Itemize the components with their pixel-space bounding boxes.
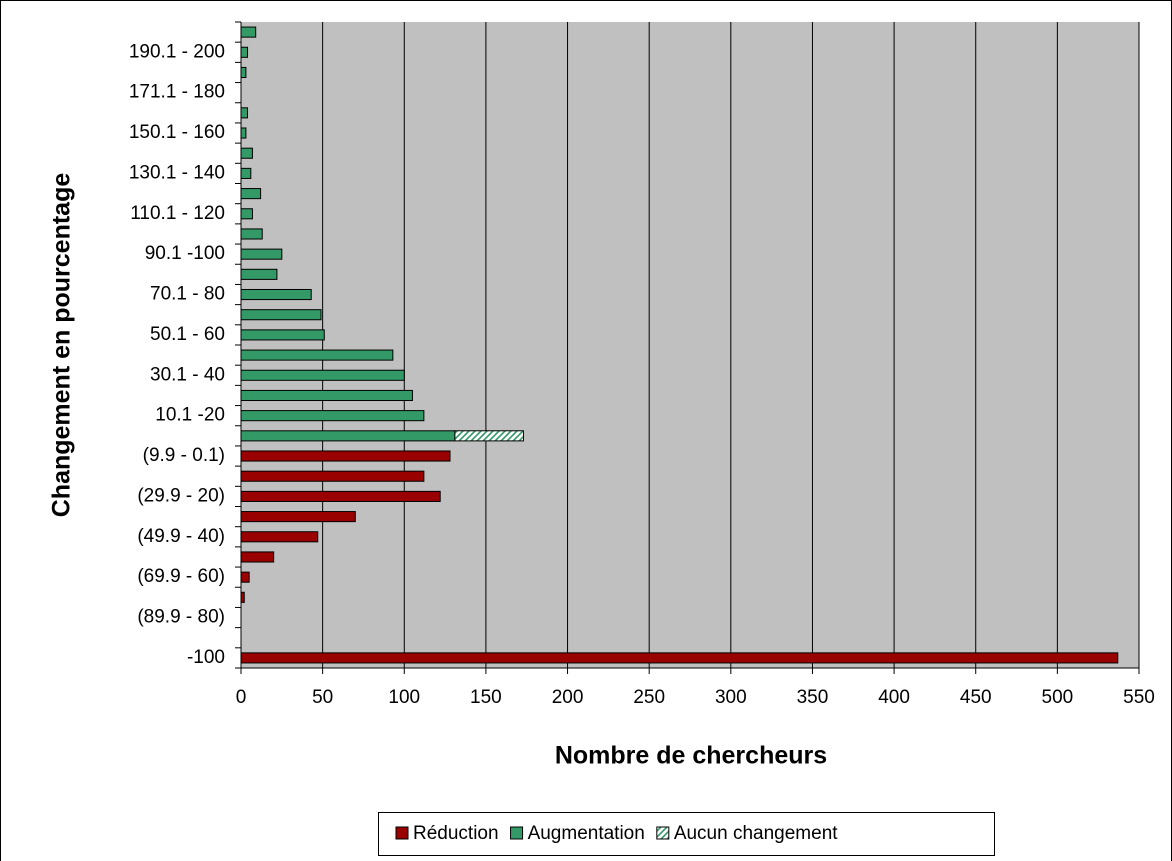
bar: [240, 652, 1119, 664]
bar: [240, 268, 278, 280]
bar: [240, 26, 257, 38]
x-tick-label: 550: [1123, 687, 1155, 708]
legend-label: Augmentation: [528, 823, 645, 844]
x-tick-label: 0: [236, 687, 247, 708]
x-tick-label: 450: [960, 687, 992, 708]
bar: [240, 511, 356, 523]
bar: [240, 490, 441, 502]
x-tick-label: 250: [633, 687, 665, 708]
bar: [240, 147, 253, 159]
legend-label: Réduction: [413, 823, 499, 844]
bar: [240, 208, 253, 220]
x-tick-label: 50: [312, 687, 333, 708]
y-tick-label: 10.1 -20: [155, 405, 225, 426]
y-tick-label: 150.1 - 160: [129, 122, 225, 143]
bar: [240, 167, 252, 179]
y-tick-label: 90.1 -100: [145, 243, 225, 264]
bar: [240, 591, 245, 603]
y-tick-label: 171.1 - 180: [129, 82, 225, 103]
y-tick-label: 50.1 - 60: [150, 324, 225, 345]
bar: [240, 46, 249, 58]
bar: [240, 66, 247, 79]
y-tick-label: (49.9 - 40): [137, 526, 225, 547]
y-tick-label: 190.1 - 200: [129, 41, 225, 62]
bar: [240, 248, 283, 260]
bar: [240, 329, 325, 341]
y-tick-label: (9.9 - 0.1): [143, 445, 225, 466]
bar: [240, 309, 322, 321]
y-tick-label: (89.9 - 80): [137, 607, 225, 628]
y-axis-title: Changement en pourcentage: [48, 173, 76, 518]
legend-swatch: [656, 826, 670, 840]
bar: [240, 430, 456, 442]
y-tick-label: (69.9 - 60): [137, 566, 225, 587]
legend: [378, 812, 995, 856]
x-axis-title: Nombre de chercheurs: [555, 742, 827, 770]
x-tick-label: 400: [878, 687, 910, 708]
bar: [240, 228, 263, 240]
bar: [240, 107, 249, 119]
bar: [240, 450, 451, 462]
bar: [240, 369, 405, 381]
bar: [240, 127, 247, 139]
x-tick-label: 300: [715, 687, 747, 708]
legend-swatch: [395, 826, 409, 840]
bar: [240, 188, 262, 200]
bar: [240, 288, 312, 301]
y-tick-label: 110.1 - 120: [130, 203, 225, 224]
y-tick-label: 70.1 - 80: [150, 284, 225, 305]
legend-label: Aucun changement: [674, 823, 838, 844]
bar: [240, 551, 275, 563]
y-tick-label: 30.1 - 40: [150, 364, 225, 385]
bar: [240, 470, 425, 482]
x-tick-label: 200: [552, 687, 584, 708]
x-tick-label: 150: [470, 687, 502, 708]
bar: [240, 389, 413, 402]
bar: [240, 531, 319, 543]
y-tick-label: 130.1 - 140: [129, 162, 225, 183]
bar: [454, 430, 524, 442]
plot-area: [241, 22, 1139, 668]
bar: [240, 571, 250, 583]
bar: [240, 349, 394, 361]
x-tick-label: 500: [1042, 687, 1074, 708]
legend-swatch: [510, 826, 524, 840]
y-tick-label: (29.9 - 20): [137, 485, 225, 506]
x-tick-label: 100: [388, 687, 420, 708]
bar: [240, 410, 425, 422]
x-tick-label: 350: [797, 687, 829, 708]
y-tick-label: -100: [187, 647, 225, 668]
